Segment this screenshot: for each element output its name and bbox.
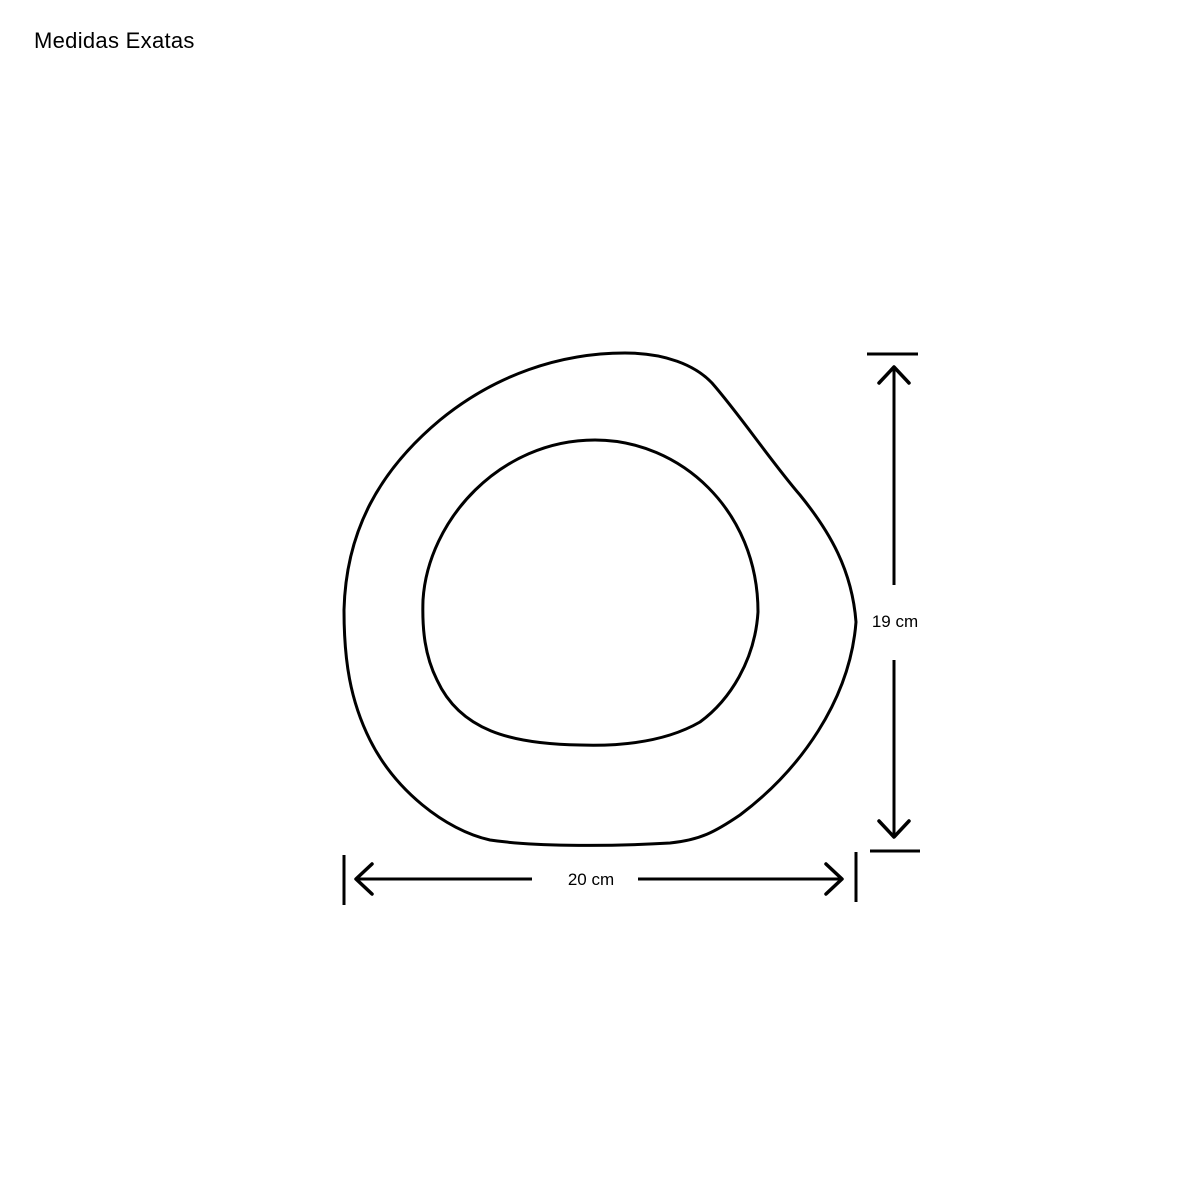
height-dimension: 19 cm — [867, 352, 920, 853]
width-label: 20 cm — [568, 870, 614, 889]
inner-opening-outline — [421, 438, 760, 747]
left-arrowhead-icon — [354, 862, 374, 896]
right-arrowhead-icon — [824, 862, 844, 896]
height-label: 19 cm — [872, 612, 918, 631]
width-dimension: 20 cm — [342, 852, 858, 905]
page-title: Medidas Exatas — [34, 28, 195, 53]
down-arrowhead-icon — [877, 819, 911, 839]
outer-frame-outline — [342, 351, 858, 847]
up-arrowhead-icon — [877, 365, 911, 385]
